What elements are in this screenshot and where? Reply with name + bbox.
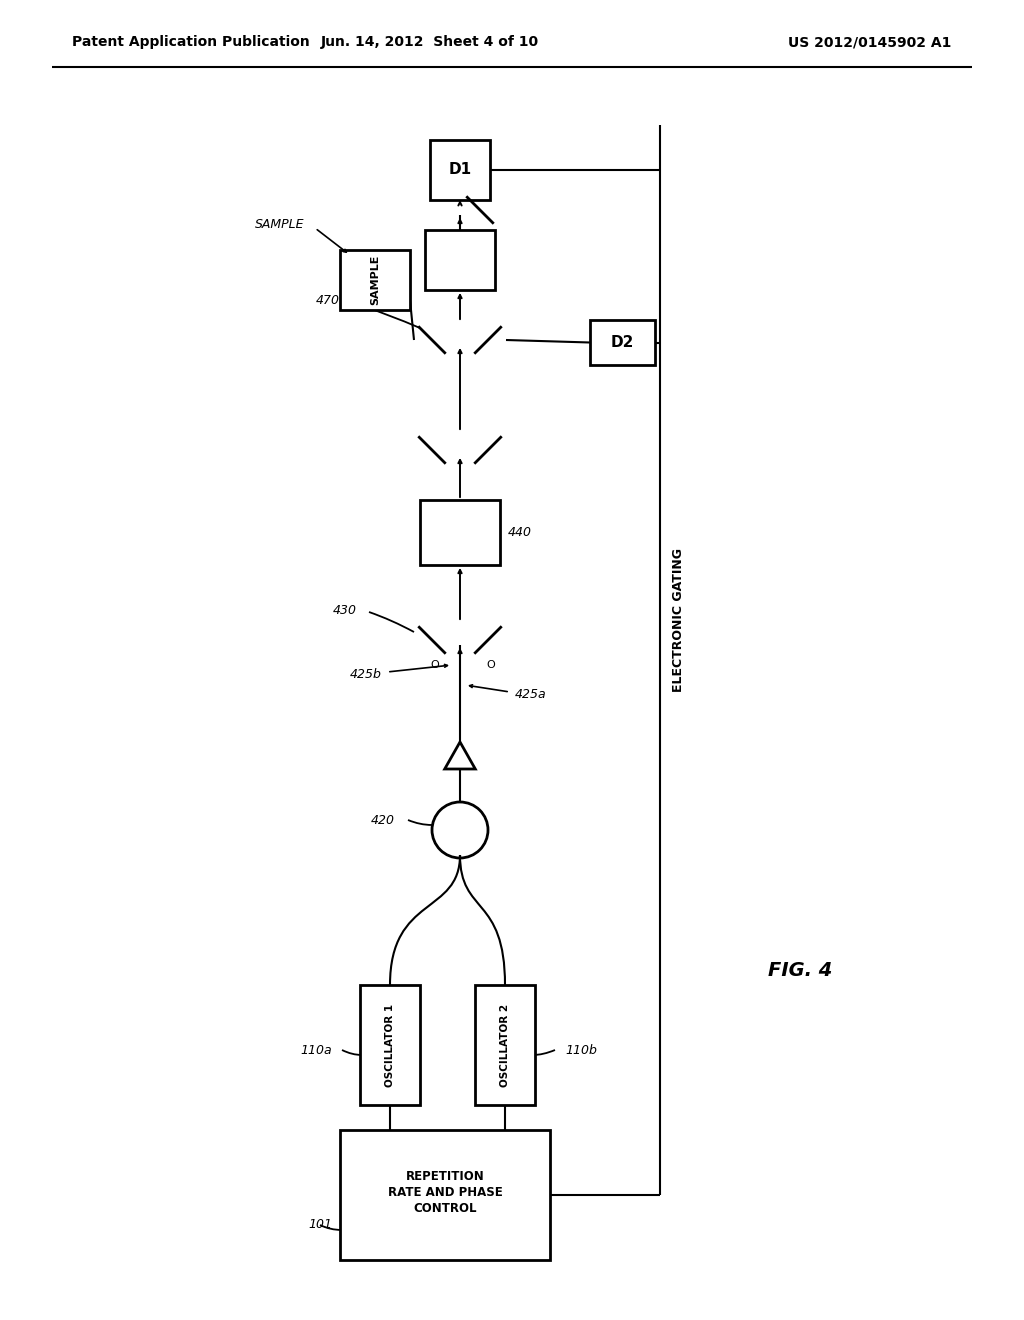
FancyBboxPatch shape	[340, 249, 410, 310]
Text: Patent Application Publication: Patent Application Publication	[72, 36, 309, 49]
Text: OSCILLATOR 2: OSCILLATOR 2	[500, 1003, 510, 1086]
Text: 425a: 425a	[515, 689, 547, 701]
Text: O: O	[486, 660, 496, 671]
Text: US 2012/0145902 A1: US 2012/0145902 A1	[788, 36, 951, 49]
FancyBboxPatch shape	[420, 500, 500, 565]
Text: D1: D1	[449, 162, 472, 177]
Text: SAMPLE: SAMPLE	[370, 255, 380, 305]
Text: RATE AND PHASE: RATE AND PHASE	[388, 1185, 503, 1199]
Text: SAMPLE: SAMPLE	[255, 219, 305, 231]
Text: CONTROL: CONTROL	[414, 1201, 477, 1214]
Text: ELECTRONIC GATING: ELECTRONIC GATING	[672, 548, 684, 692]
Text: 110a: 110a	[300, 1044, 332, 1056]
FancyBboxPatch shape	[590, 319, 655, 366]
Text: FIG. 4: FIG. 4	[768, 961, 833, 979]
Text: O: O	[431, 660, 439, 671]
FancyBboxPatch shape	[360, 985, 420, 1105]
Text: 110b: 110b	[565, 1044, 597, 1056]
Text: 440: 440	[508, 527, 532, 540]
FancyBboxPatch shape	[430, 140, 490, 201]
Text: 430: 430	[333, 603, 357, 616]
Text: 101: 101	[308, 1218, 332, 1232]
Text: OSCILLATOR 1: OSCILLATOR 1	[385, 1003, 395, 1086]
Text: 420: 420	[371, 813, 395, 826]
Text: 425b: 425b	[350, 668, 382, 681]
Text: Jun. 14, 2012  Sheet 4 of 10: Jun. 14, 2012 Sheet 4 of 10	[321, 36, 539, 49]
FancyBboxPatch shape	[475, 985, 535, 1105]
Text: D2: D2	[610, 335, 634, 350]
Text: 470: 470	[316, 293, 340, 306]
FancyBboxPatch shape	[425, 230, 495, 290]
Text: REPETITION: REPETITION	[406, 1171, 484, 1184]
FancyBboxPatch shape	[340, 1130, 550, 1261]
